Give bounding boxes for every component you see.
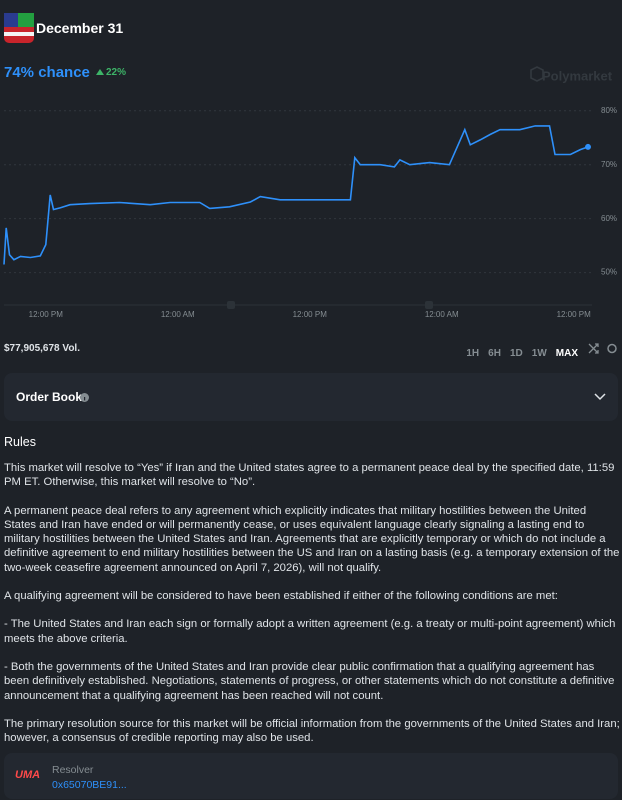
resolver-label: Resolver [52, 764, 94, 776]
x-tick-label: 12:00 PM [557, 310, 592, 319]
scroll-handle [227, 301, 235, 309]
order-book-panel[interactable]: Order Book [4, 373, 618, 421]
market-title: December 31 [36, 20, 124, 36]
market-icon-flag [18, 13, 34, 27]
range-buttons: 1H 6H 1D 1W MAX [457, 343, 578, 361]
resolver-logo: UMA [15, 769, 41, 781]
chart: Polymarket 50% 60% 70% 80% 12:00 PM 12:00 AM 1… [3, 13, 617, 319]
rules-paragraph: A qualifying agreement will be considere… [4, 590, 558, 603]
x-tick-label: 12:00 PM [293, 310, 328, 319]
rules-paragraph: The primary resolution source for this m… [4, 717, 620, 745]
rules-paragraph: - The United States and Iran each sign o… [4, 618, 616, 645]
rules-paragraph: A permanent peace deal refers to any agr… [4, 504, 620, 574]
watermark-logo [530, 66, 544, 82]
market-icon-flag [4, 13, 18, 27]
rules-paragraph: This market will resolve to “Yes” if Ira… [4, 462, 615, 489]
range-button[interactable]: 1H [466, 348, 480, 359]
scroll-handle [425, 301, 433, 309]
up-arrow [96, 69, 104, 75]
range-button[interactable]: 1D [509, 348, 523, 359]
rules-paragraph: - Both the governments of the United Sta… [4, 660, 615, 702]
y-tick-label: 60% [601, 214, 617, 223]
y-tick-label: 70% [601, 160, 617, 169]
resolver-address[interactable]: 0x65070BE91... [52, 779, 127, 791]
volume: $77,905,678 Vol. [4, 343, 80, 354]
price-line [3, 125, 589, 265]
last-point [585, 143, 591, 150]
y-tick-label: 50% [601, 268, 617, 277]
rules-title: Rules [4, 435, 36, 449]
info-icon [80, 393, 89, 402]
y-tick-label: 80% [601, 106, 617, 115]
resolver-panel: UMA Resolver 0x65070BE91... [4, 753, 618, 799]
range-button[interactable]: MAX [555, 348, 578, 359]
range-button[interactable]: 1W [531, 348, 547, 359]
change: 22% [106, 67, 127, 78]
rules-text: This market will resolve to “Yes” if Ira… [4, 461, 620, 759]
order-book-title: Order Book [16, 390, 83, 404]
x-tick-label: 12:00 AM [161, 310, 195, 319]
x-tick-label: 12:00 PM [29, 310, 64, 319]
chart-tools[interactable] [588, 342, 618, 355]
market-icon-stripe [4, 32, 34, 36]
range-button[interactable]: 6H [488, 348, 501, 359]
watermark: Polymarket [542, 68, 613, 83]
chevron [594, 393, 606, 401]
chance: 74% chance [4, 64, 90, 81]
x-tick-label: 12:00 AM [425, 310, 459, 319]
